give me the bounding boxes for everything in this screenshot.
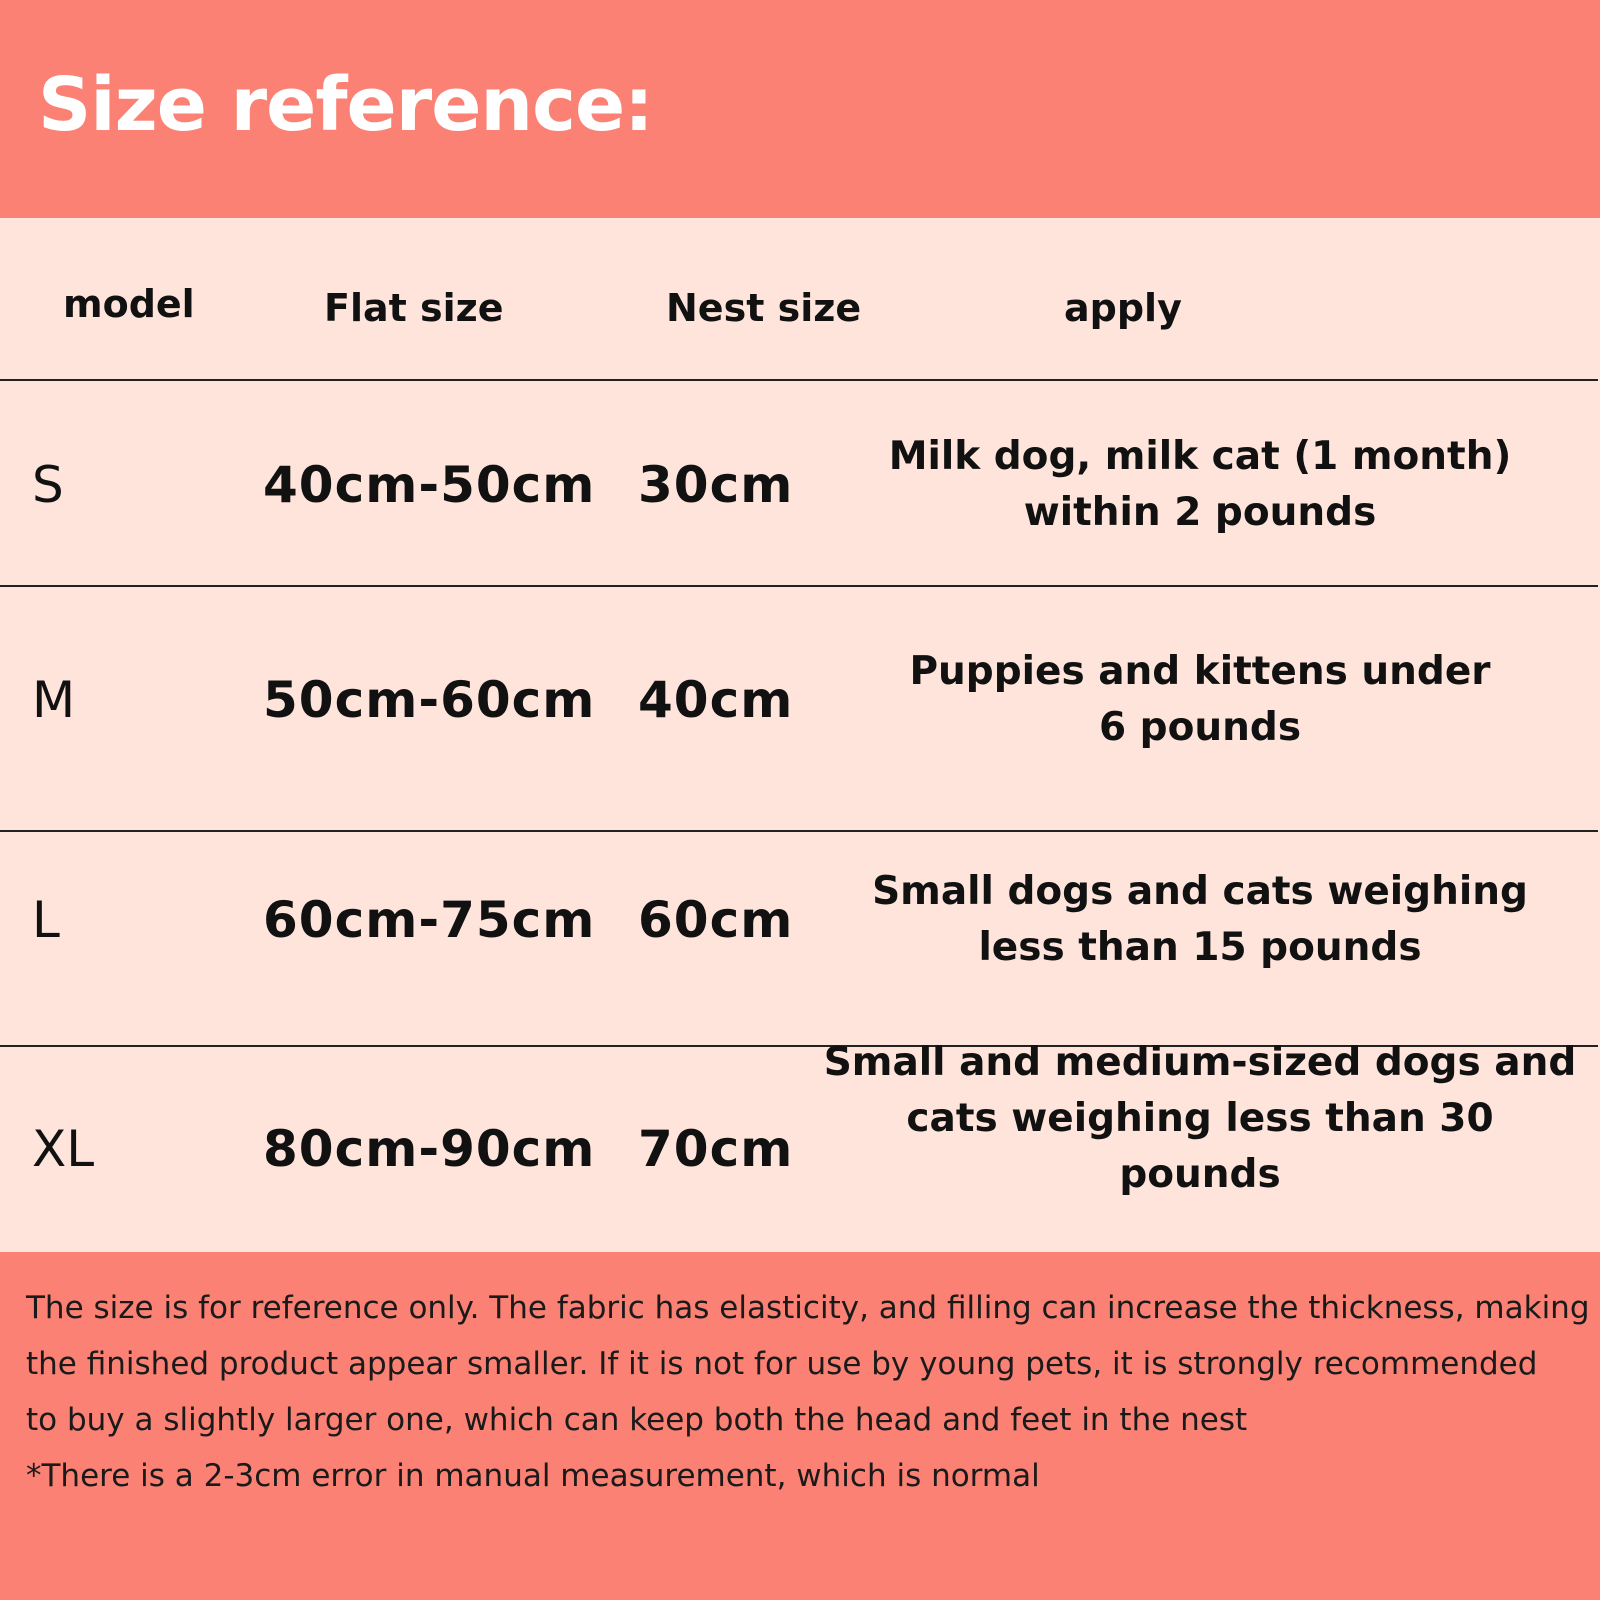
apply-line: within 2 pounds bbox=[1023, 490, 1377, 535]
apply-line: 6 pounds bbox=[1098, 705, 1302, 750]
flat-size-cell: 80cm-90cm bbox=[263, 1120, 596, 1178]
page-title: Size reference: bbox=[38, 62, 654, 148]
apply-cell: Small and medium-sized dogs and cats weig… bbox=[820, 1035, 1580, 1203]
model-cell: L bbox=[32, 891, 60, 949]
model-cell: XL bbox=[32, 1120, 95, 1178]
size-note: The size is for reference only. The fabr… bbox=[26, 1280, 1596, 1504]
apply-cell: Puppies and kittens under 6 pounds bbox=[820, 644, 1580, 756]
note-line: the finished product appear smaller. If … bbox=[26, 1346, 1538, 1382]
apply-cell: Milk dog, milk cat (1 month) within 2 pou… bbox=[820, 429, 1580, 541]
footer-note-banner: The size is for reference only. The fabr… bbox=[0, 1252, 1600, 1600]
divider bbox=[0, 585, 1598, 587]
header-banner: Size reference: bbox=[0, 0, 1600, 218]
note-line: The size is for reference only. The fabr… bbox=[26, 1290, 1590, 1326]
divider bbox=[0, 830, 1598, 832]
model-cell: M bbox=[32, 671, 76, 729]
flat-size-cell: 60cm-75cm bbox=[263, 891, 596, 949]
nest-size-cell: 60cm bbox=[638, 891, 794, 949]
nest-size-cell: 40cm bbox=[638, 671, 794, 729]
apply-line: Small dogs and cats weighing bbox=[872, 869, 1528, 914]
flat-size-cell: 40cm-50cm bbox=[263, 456, 596, 514]
model-cell: S bbox=[32, 456, 64, 514]
flat-size-cell: 50cm-60cm bbox=[263, 671, 596, 729]
apply-line: cats weighing less than 30 pounds bbox=[906, 1096, 1494, 1197]
column-header-model: model bbox=[63, 282, 195, 326]
nest-size-cell: 70cm bbox=[638, 1120, 794, 1178]
size-table: model Flat size Nest size apply S 40cm-5… bbox=[0, 218, 1600, 1252]
column-header-flat-size: Flat size bbox=[324, 286, 504, 330]
apply-line: less than 15 pounds bbox=[978, 925, 1422, 970]
apply-cell: Small dogs and cats weighing less than 15… bbox=[820, 864, 1580, 976]
note-line: *There is a 2-3cm error in manual measur… bbox=[26, 1458, 1040, 1494]
nest-size-cell: 30cm bbox=[638, 456, 794, 514]
divider bbox=[0, 379, 1598, 381]
divider bbox=[0, 1045, 1598, 1047]
column-header-nest-size: Nest size bbox=[666, 286, 862, 330]
apply-line: Puppies and kittens under bbox=[909, 649, 1491, 694]
apply-line: Milk dog, milk cat (1 month) bbox=[888, 434, 1512, 479]
apply-line: Small and medium-sized dogs and bbox=[823, 1040, 1577, 1085]
column-header-apply: apply bbox=[1064, 286, 1182, 330]
note-line: to buy a slightly larger one, which can … bbox=[26, 1402, 1248, 1438]
